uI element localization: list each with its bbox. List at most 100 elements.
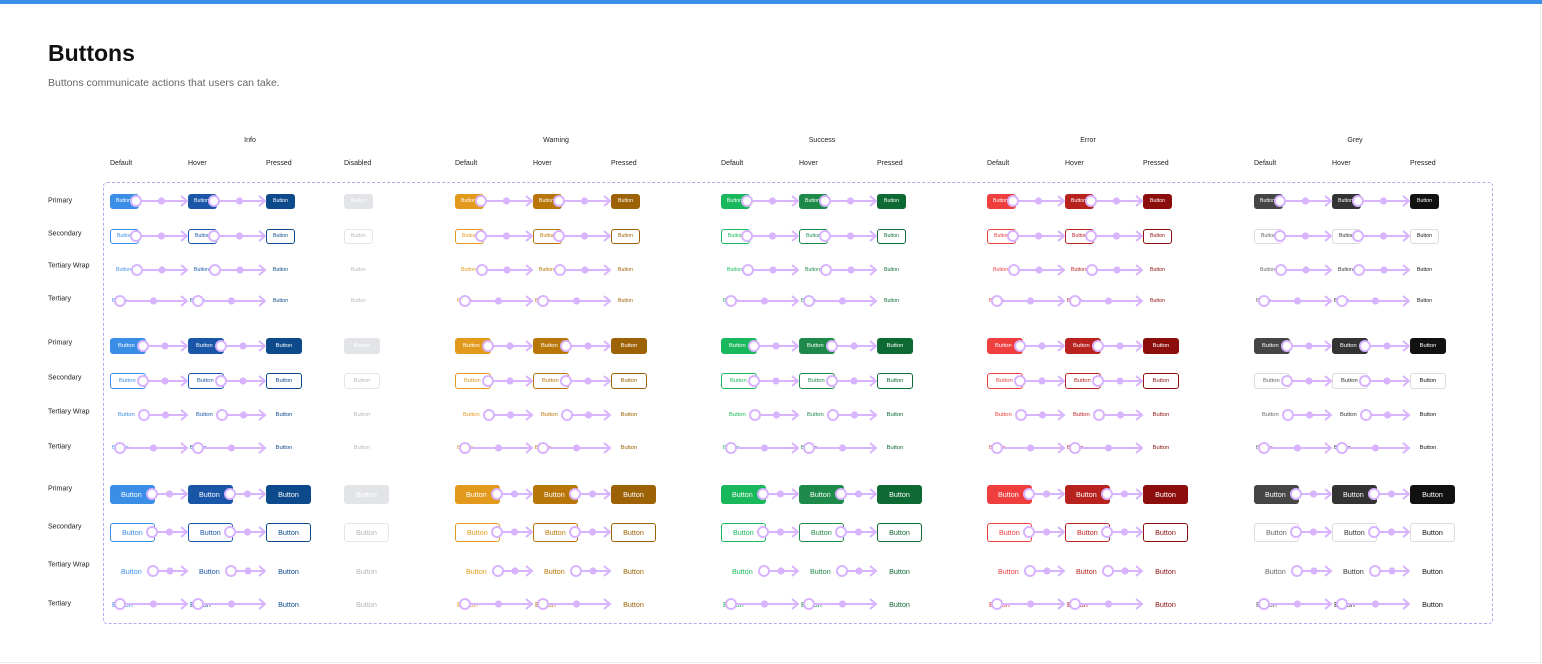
error-primary-pressed-medium-button[interactable]: Button: [1143, 338, 1179, 354]
error-tertiary-wrap-hover-medium-button[interactable]: Button: [1065, 407, 1101, 423]
success-tertiary-hover-small-button[interactable]: Button: [799, 294, 828, 309]
grey-tertiary-wrap-hover-medium-button[interactable]: Button: [1332, 407, 1368, 423]
success-primary-default-medium-button[interactable]: Button: [721, 338, 757, 354]
warning-tertiary-default-medium-button[interactable]: Button: [455, 440, 491, 456]
warning-tertiary-wrap-default-small-button[interactable]: Button: [455, 263, 484, 278]
error-primary-pressed-large-button[interactable]: Button: [1143, 484, 1188, 504]
success-tertiary-wrap-hover-medium-button[interactable]: Button: [799, 407, 835, 423]
info-secondary-hover-medium-button[interactable]: Button: [188, 373, 224, 389]
warning-primary-hover-large-button[interactable]: Button: [533, 484, 578, 504]
grey-secondary-default-large-button[interactable]: Button: [1254, 522, 1299, 542]
success-tertiary-hover-medium-button[interactable]: Button: [799, 440, 835, 456]
info-secondary-pressed-medium-button[interactable]: Button: [266, 373, 302, 389]
grey-secondary-pressed-medium-button[interactable]: Button: [1410, 373, 1446, 389]
grey-secondary-pressed-large-button[interactable]: Button: [1410, 522, 1455, 542]
success-tertiary-wrap-pressed-medium-button[interactable]: Button: [877, 407, 913, 423]
info-tertiary-hover-large-button[interactable]: Button: [188, 595, 233, 614]
grey-tertiary-hover-medium-button[interactable]: Button: [1332, 440, 1368, 456]
error-secondary-default-medium-button[interactable]: Button: [987, 373, 1023, 389]
warning-primary-default-large-button[interactable]: Button: [455, 484, 500, 504]
grey-tertiary-wrap-pressed-large-button[interactable]: Button: [1410, 562, 1455, 581]
success-tertiary-wrap-default-medium-button[interactable]: Button: [721, 407, 757, 423]
success-secondary-pressed-large-button[interactable]: Button: [877, 522, 922, 542]
success-tertiary-wrap-pressed-large-button[interactable]: Button: [877, 562, 922, 581]
info-tertiary-wrap-hover-medium-button[interactable]: Button: [188, 407, 224, 423]
error-primary-hover-medium-button[interactable]: Button: [1065, 338, 1101, 354]
success-tertiary-default-medium-button[interactable]: Button: [721, 440, 757, 456]
warning-tertiary-wrap-pressed-medium-button[interactable]: Button: [611, 407, 647, 423]
warning-tertiary-pressed-small-button[interactable]: Button: [611, 294, 640, 309]
success-primary-pressed-medium-button[interactable]: Button: [877, 338, 913, 354]
grey-tertiary-wrap-default-large-button[interactable]: Button: [1254, 562, 1299, 581]
info-tertiary-wrap-pressed-large-button[interactable]: Button: [266, 562, 311, 581]
grey-primary-default-small-button[interactable]: Button: [1254, 193, 1283, 209]
error-tertiary-hover-small-button[interactable]: Button: [1065, 294, 1094, 309]
error-secondary-default-small-button[interactable]: Button: [987, 228, 1016, 244]
info-primary-hover-large-button[interactable]: Button: [188, 484, 233, 504]
warning-primary-default-medium-button[interactable]: Button: [455, 338, 491, 354]
grey-secondary-hover-medium-button[interactable]: Button: [1332, 373, 1368, 389]
warning-primary-hover-medium-button[interactable]: Button: [533, 338, 569, 354]
error-secondary-hover-medium-button[interactable]: Button: [1065, 373, 1101, 389]
error-primary-hover-large-button[interactable]: Button: [1065, 484, 1110, 504]
grey-tertiary-default-medium-button[interactable]: Button: [1254, 440, 1290, 456]
error-secondary-pressed-medium-button[interactable]: Button: [1143, 373, 1179, 389]
error-tertiary-default-small-button[interactable]: Button: [987, 294, 1016, 309]
grey-secondary-hover-large-button[interactable]: Button: [1332, 522, 1377, 542]
grey-tertiary-pressed-small-button[interactable]: Button: [1410, 294, 1439, 309]
info-secondary-hover-large-button[interactable]: Button: [188, 522, 233, 542]
success-secondary-pressed-medium-button[interactable]: Button: [877, 373, 913, 389]
error-secondary-default-large-button[interactable]: Button: [987, 522, 1032, 542]
error-tertiary-wrap-pressed-medium-button[interactable]: Button: [1143, 407, 1179, 423]
success-secondary-default-large-button[interactable]: Button: [721, 522, 766, 542]
warning-secondary-default-medium-button[interactable]: Button: [455, 373, 491, 389]
warning-primary-pressed-large-button[interactable]: Button: [611, 484, 656, 504]
error-tertiary-wrap-pressed-large-button[interactable]: Button: [1143, 562, 1188, 581]
warning-tertiary-wrap-default-large-button[interactable]: Button: [455, 562, 500, 581]
warning-tertiary-default-large-button[interactable]: Button: [455, 595, 500, 614]
warning-tertiary-hover-large-button[interactable]: Button: [533, 595, 578, 614]
warning-secondary-hover-medium-button[interactable]: Button: [533, 373, 569, 389]
grey-tertiary-default-small-button[interactable]: Button: [1254, 294, 1283, 309]
error-primary-hover-small-button[interactable]: Button: [1065, 193, 1094, 209]
error-tertiary-hover-large-button[interactable]: Button: [1065, 595, 1110, 614]
error-tertiary-pressed-large-button[interactable]: Button: [1143, 595, 1188, 614]
success-secondary-default-small-button[interactable]: Button: [721, 228, 750, 244]
warning-secondary-hover-small-button[interactable]: Button: [533, 228, 562, 244]
warning-tertiary-hover-small-button[interactable]: Button: [533, 294, 562, 309]
info-primary-pressed-large-button[interactable]: Button: [266, 484, 311, 504]
grey-tertiary-wrap-hover-small-button[interactable]: Button: [1332, 263, 1361, 278]
grey-secondary-hover-small-button[interactable]: Button: [1332, 228, 1361, 244]
error-tertiary-hover-medium-button[interactable]: Button: [1065, 440, 1101, 456]
warning-secondary-pressed-large-button[interactable]: Button: [611, 522, 656, 542]
success-primary-default-large-button[interactable]: Button: [721, 484, 766, 504]
grey-tertiary-wrap-default-small-button[interactable]: Button: [1254, 263, 1283, 278]
grey-primary-default-medium-button[interactable]: Button: [1254, 338, 1290, 354]
info-primary-pressed-small-button[interactable]: Button: [266, 193, 295, 209]
grey-tertiary-hover-small-button[interactable]: Button: [1332, 294, 1361, 309]
warning-secondary-hover-large-button[interactable]: Button: [533, 522, 578, 542]
info-tertiary-wrap-hover-small-button[interactable]: Button: [188, 263, 217, 278]
info-tertiary-hover-medium-button[interactable]: Button: [188, 440, 224, 456]
grey-tertiary-wrap-hover-large-button[interactable]: Button: [1332, 562, 1377, 581]
success-secondary-hover-medium-button[interactable]: Button: [799, 373, 835, 389]
error-primary-default-small-button[interactable]: Button: [987, 193, 1016, 209]
warning-secondary-default-small-button[interactable]: Button: [455, 228, 484, 244]
success-primary-hover-medium-button[interactable]: Button: [799, 338, 835, 354]
grey-primary-pressed-small-button[interactable]: Button: [1410, 193, 1439, 209]
grey-tertiary-hover-large-button[interactable]: Button: [1332, 595, 1377, 614]
info-tertiary-pressed-small-button[interactable]: Button: [266, 294, 295, 309]
success-tertiary-wrap-default-small-button[interactable]: Button: [721, 263, 750, 278]
error-tertiary-wrap-default-medium-button[interactable]: Button: [987, 407, 1023, 423]
info-tertiary-wrap-default-medium-button[interactable]: Button: [110, 407, 146, 423]
warning-tertiary-pressed-large-button[interactable]: Button: [611, 595, 656, 614]
error-tertiary-wrap-default-small-button[interactable]: Button: [987, 263, 1016, 278]
warning-primary-pressed-small-button[interactable]: Button: [611, 193, 640, 209]
success-secondary-pressed-small-button[interactable]: Button: [877, 228, 906, 244]
error-secondary-hover-large-button[interactable]: Button: [1065, 522, 1110, 542]
info-tertiary-default-large-button[interactable]: Button: [110, 595, 155, 614]
warning-tertiary-wrap-pressed-large-button[interactable]: Button: [611, 562, 656, 581]
success-primary-default-small-button[interactable]: Button: [721, 193, 750, 209]
warning-secondary-pressed-small-button[interactable]: Button: [611, 228, 640, 244]
warning-secondary-pressed-medium-button[interactable]: Button: [611, 373, 647, 389]
